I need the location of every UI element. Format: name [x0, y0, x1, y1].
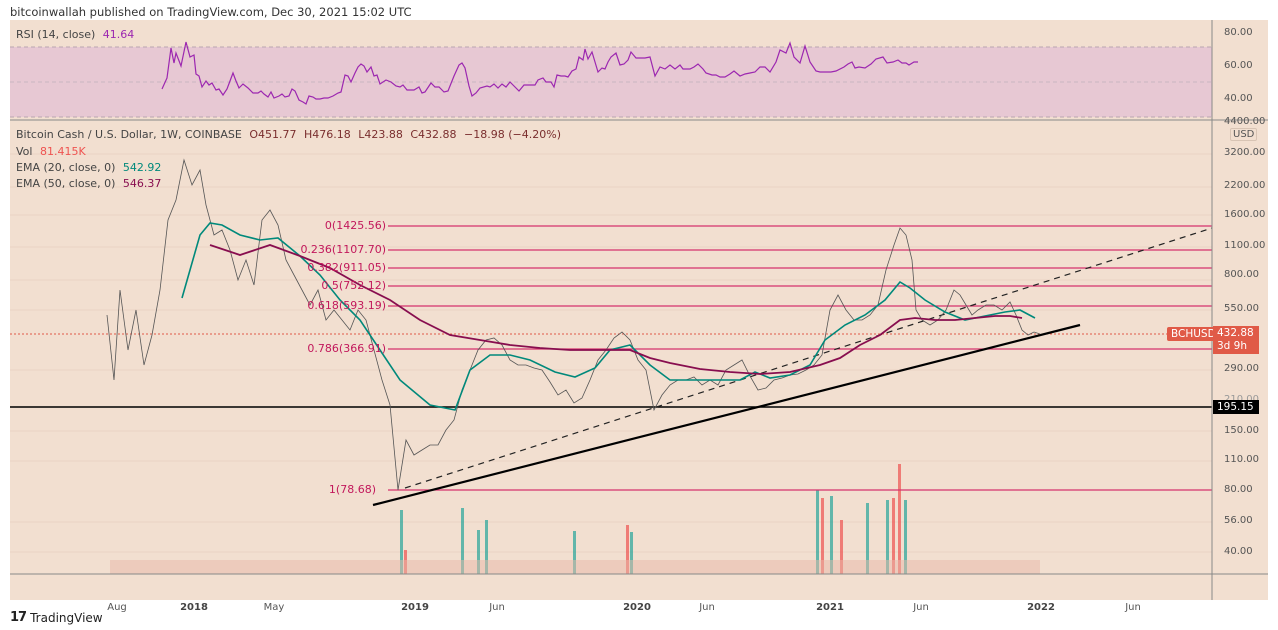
last-price: 432.88 [1217, 327, 1254, 339]
rsi-label: RSI (14, close) [16, 28, 96, 41]
fib-label-05: 0.5(752.12) [321, 279, 386, 292]
chart-container[interactable]: RSI (14, close) 41.64 Bitcoin Cash / U.S… [10, 20, 1268, 613]
volume-bars [400, 464, 907, 574]
symbol-tag: BCHUSD [1167, 327, 1220, 341]
x-label-jun-2022: Jun [1125, 602, 1141, 613]
tradingview-brand[interactable]: TradingView [30, 610, 103, 625]
rsi-axis-40: 40.00 [1224, 93, 1253, 104]
ema50-label: EMA (50, close, 0) [16, 177, 116, 190]
ohlc-open: O451.77 [249, 128, 297, 141]
rsi-axis-80: 80.00 [1224, 27, 1253, 38]
price-axis-80: 80.00 [1224, 484, 1253, 495]
support-price-tag: 195.15 [1213, 400, 1259, 414]
price-axis-290: 290.00 [1224, 363, 1259, 374]
rsi-axis-60: 60.00 [1224, 60, 1253, 71]
ema20-label: EMA (20, close, 0) [16, 161, 116, 174]
x-label-2019: 2019 [401, 602, 429, 613]
x-label-2021: 2021 [816, 602, 844, 613]
volume-baseline [110, 560, 1040, 574]
currency-label[interactable]: USD [1230, 128, 1258, 141]
price-axis-800: 800.00 [1224, 269, 1259, 280]
volume-legend[interactable]: Vol 81.415K [16, 145, 86, 158]
ema20-line [181, 222, 1036, 411]
rsi-line [161, 41, 918, 105]
footer: 17 TradingView [10, 610, 103, 625]
rsi-value: 41.64 [102, 28, 135, 41]
price-axis-2200: 2200.00 [1224, 180, 1266, 191]
x-label-aug: Aug [107, 602, 127, 613]
x-label-2020: 2020 [623, 602, 651, 613]
price-axis-3200: 3200.00 [1224, 147, 1266, 158]
price-axis-4400: 4400.00 [1224, 116, 1266, 127]
price-axis-210: 210.00 [1224, 394, 1259, 405]
fib-label-1: 1(78.68) [328, 483, 376, 496]
volume-label: Vol [16, 145, 33, 158]
price-axis-550: 550.00 [1224, 303, 1259, 314]
x-label-may: May [263, 602, 285, 613]
symbol-label: Bitcoin Cash / U.S. Dollar, 1W, COINBASE [16, 128, 242, 141]
fib-label-0236: 0.236(1107.70) [300, 243, 386, 256]
bar-countdown: 3d 9h [1217, 340, 1248, 352]
ema50-line [209, 244, 1023, 375]
rsi-legend[interactable]: RSI (14, close) 41.64 [16, 28, 134, 41]
ohlc-low: L423.88 [358, 128, 403, 141]
trendline-support [372, 323, 1081, 507]
ohlc-close: C432.88 [410, 128, 457, 141]
publish-info: bitcoinwallah published on TradingView.c… [10, 5, 412, 19]
chart-canvas[interactable] [10, 20, 1268, 600]
tradingview-logo-icon: 17 [10, 610, 27, 625]
price-axis-56: 56.00 [1224, 515, 1253, 526]
price-path [106, 158, 1041, 491]
symbol-legend[interactable]: Bitcoin Cash / U.S. Dollar, 1W, COINBASE… [16, 128, 561, 141]
price-axis-1600: 1600.00 [1224, 209, 1266, 220]
ema50-value: 546.37 [122, 177, 162, 190]
ema20-value: 542.92 [122, 161, 162, 174]
ohlc-change: −18.98 (−4.20%) [464, 128, 561, 141]
x-label-jun-2020: Jun [699, 602, 715, 613]
fib-lines [388, 225, 1212, 491]
fib-label-0618: 0.618(593.19) [307, 299, 386, 312]
x-label-2022: 2022 [1027, 602, 1055, 613]
ema20-legend[interactable]: EMA (20, close, 0) 542.92 [16, 161, 161, 174]
price-axis-1100: 1100.00 [1224, 240, 1266, 251]
price-axis-40: 40.00 [1224, 546, 1253, 557]
ema50-legend[interactable]: EMA (50, close, 0) 546.37 [16, 177, 161, 190]
trendline-dashed [404, 227, 1213, 489]
price-axis-150: 150.00 [1224, 425, 1259, 436]
fib-label-0: 0(1425.56) [324, 219, 386, 232]
fib-label-0382: 0.382(911.05) [307, 261, 386, 274]
price-axis-110: 110.00 [1224, 454, 1259, 465]
x-label-jun-2019: Jun [489, 602, 505, 613]
x-label-jun-2021: Jun [913, 602, 929, 613]
fib-label-0786: 0.786(366.91) [307, 342, 386, 355]
x-label-2018: 2018 [180, 602, 208, 613]
volume-value: 81.415K [39, 145, 86, 158]
last-price-tag: 432.88 3d 9h [1213, 326, 1259, 354]
ohlc-high: H476.18 [303, 128, 351, 141]
